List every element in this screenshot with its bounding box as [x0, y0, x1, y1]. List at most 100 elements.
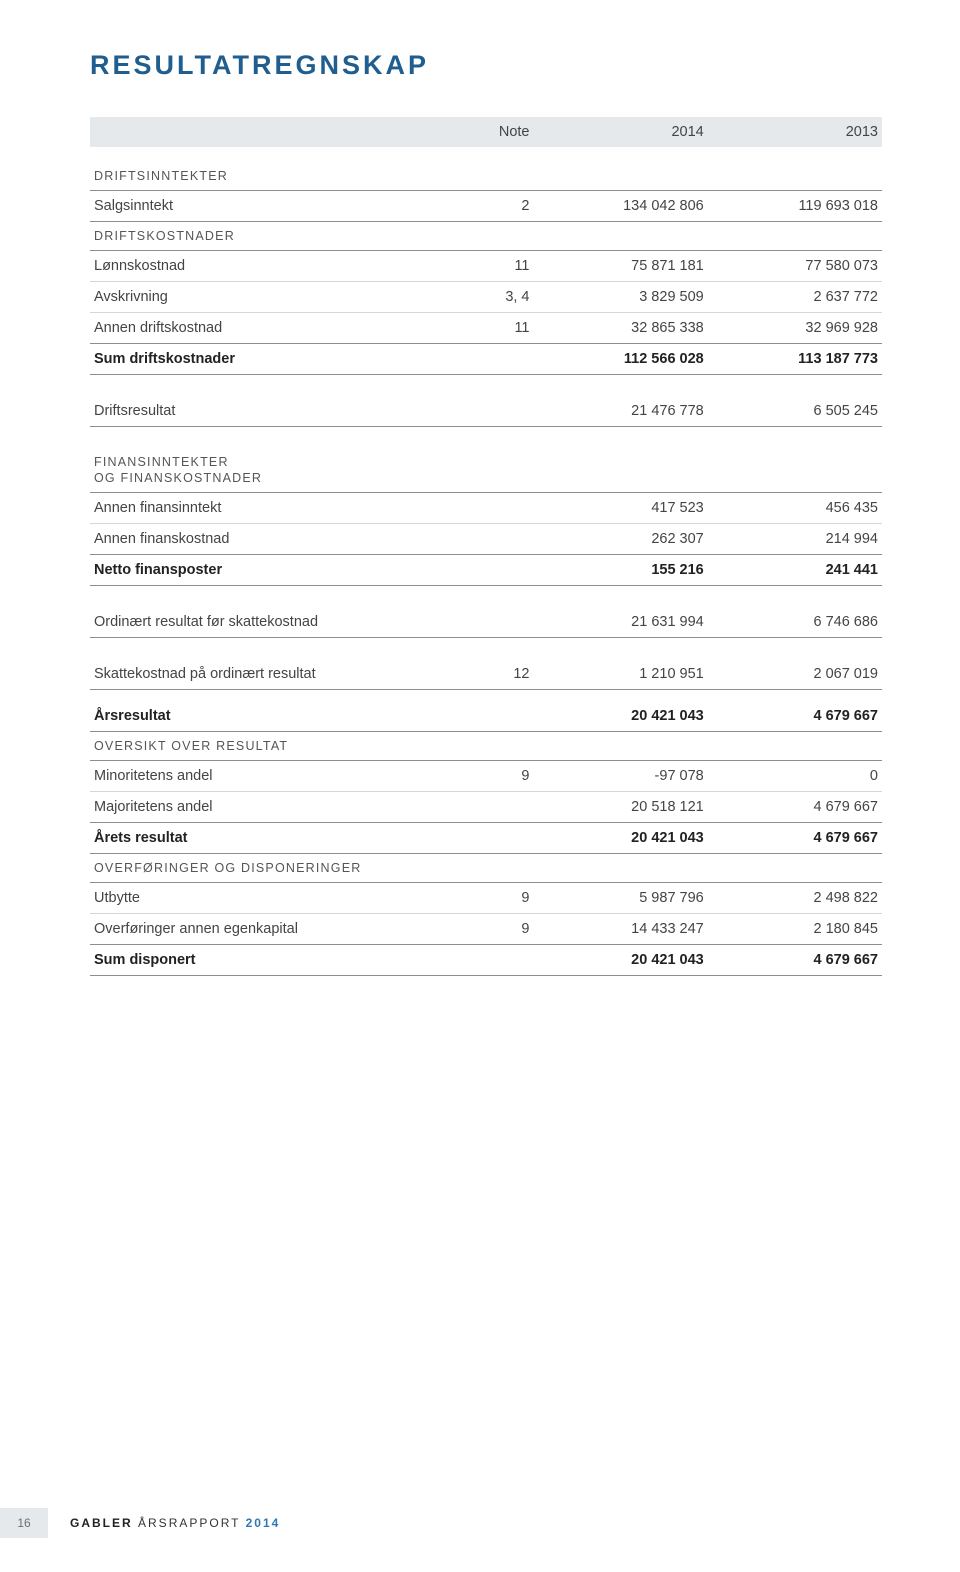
cell-2014: 3 829 509 [534, 282, 708, 313]
cell-note [454, 945, 533, 976]
cell-label: Annen finanskostnad [90, 524, 454, 555]
cell-note [454, 690, 533, 732]
row-annen-driftskostnad: Annen driftskostnad 11 32 865 338 32 969… [90, 313, 882, 344]
row-annen-finansinntekt: Annen finansinntekt 417 523 456 435 [90, 493, 882, 524]
page-number: 16 [0, 1508, 48, 1538]
cell-2013: 2 498 822 [708, 883, 882, 914]
cell-2013: 0 [708, 761, 882, 792]
row-arsresultat: Årsresultat 20 421 043 4 679 667 [90, 690, 882, 732]
cell-2013: 2 067 019 [708, 638, 882, 690]
cell-2014: 20 518 121 [534, 792, 708, 823]
row-annen-finanskostnad: Annen finanskostnad 262 307 214 994 [90, 524, 882, 555]
cell-label: Overføringer annen egenkapital [90, 914, 454, 945]
heading-label: OVERFØRINGER OG DISPONERINGER [90, 854, 454, 883]
page: RESULTATREGNSKAP Note 2014 2013 DRIFTSIN… [0, 0, 960, 1572]
cell-2014: 262 307 [534, 524, 708, 555]
cell-2014: 14 433 247 [534, 914, 708, 945]
cell-label: Sum driftskostnader [90, 344, 454, 375]
cell-note: 11 [454, 313, 533, 344]
cell-2014: 134 042 806 [534, 191, 708, 222]
row-sum-driftskostnader: Sum driftskostnader 112 566 028 113 187 … [90, 344, 882, 375]
row-overf-egenkapital: Overføringer annen egenkapital 9 14 433 … [90, 914, 882, 945]
section-heading-finans-a: FINANSINNTEKTER [90, 427, 882, 470]
heading-label: OG FINANSKOSTNADER [90, 469, 454, 493]
cell-2014: 20 421 043 [534, 823, 708, 854]
cell-2013: 2 180 845 [708, 914, 882, 945]
heading-label: OVERSIKT OVER RESULTAT [90, 732, 454, 761]
cell-note: 9 [454, 914, 533, 945]
row-arets-resultat: Årets resultat 20 421 043 4 679 667 [90, 823, 882, 854]
cell-2013: 119 693 018 [708, 191, 882, 222]
cell-2014: 155 216 [534, 555, 708, 586]
cell-2014: 32 865 338 [534, 313, 708, 344]
cell-note [454, 524, 533, 555]
heading-label: FINANSINNTEKTER [90, 427, 454, 470]
cell-label: Ordinært resultat før skattekostnad [90, 586, 454, 638]
footer-brand: GABLER [70, 1516, 133, 1530]
cell-note [454, 792, 533, 823]
row-skattekostnad: Skattekostnad på ordinært resultat 12 1 … [90, 638, 882, 690]
row-majoritetens-andel: Majoritetens andel 20 518 121 4 679 667 [90, 792, 882, 823]
footer-text: GABLER ÅRSRAPPORT 2014 [70, 1516, 280, 1530]
cell-note [454, 586, 533, 638]
cell-label: Lønnskostnad [90, 251, 454, 282]
section-heading-driftskostnader: DRIFTSKOSTNADER [90, 222, 882, 251]
cell-label: Skattekostnad på ordinært resultat [90, 638, 454, 690]
cell-2014: 20 421 043 [534, 690, 708, 732]
cell-note [454, 344, 533, 375]
cell-2013: 4 679 667 [708, 792, 882, 823]
cell-label: Driftsresultat [90, 375, 454, 427]
header-year-2013: 2013 [708, 117, 882, 147]
section-heading-oversikt: OVERSIKT OVER RESULTAT [90, 732, 882, 761]
cell-note [454, 555, 533, 586]
row-netto-finansposter: Netto finansposter 155 216 241 441 [90, 555, 882, 586]
cell-2013: 4 679 667 [708, 823, 882, 854]
cell-label: Minoritetens andel [90, 761, 454, 792]
income-statement-table: Note 2014 2013 DRIFTSINNTEKTER Salgsinnt… [90, 117, 882, 976]
cell-2013: 4 679 667 [708, 945, 882, 976]
section-heading-overforinger: OVERFØRINGER OG DISPONERINGER [90, 854, 882, 883]
cell-label: Utbytte [90, 883, 454, 914]
cell-2013: 4 679 667 [708, 690, 882, 732]
row-lonnskostnad: Lønnskostnad 11 75 871 181 77 580 073 [90, 251, 882, 282]
cell-2013: 6 746 686 [708, 586, 882, 638]
cell-2014: 75 871 181 [534, 251, 708, 282]
cell-label: Annen driftskostnad [90, 313, 454, 344]
cell-label: Sum disponert [90, 945, 454, 976]
heading-label: DRIFTSINNTEKTER [90, 147, 454, 191]
cell-note: 11 [454, 251, 533, 282]
cell-2014: 21 631 994 [534, 586, 708, 638]
header-blank [90, 117, 454, 147]
cell-note: 3, 4 [454, 282, 533, 313]
page-footer: 16 GABLER ÅRSRAPPORT 2014 [0, 1508, 960, 1538]
cell-label: Annen finansinntekt [90, 493, 454, 524]
cell-note: 2 [454, 191, 533, 222]
cell-2013: 113 187 773 [708, 344, 882, 375]
cell-label: Årets resultat [90, 823, 454, 854]
cell-2014: 112 566 028 [534, 344, 708, 375]
row-minoritetens-andel: Minoritetens andel 9 -97 078 0 [90, 761, 882, 792]
cell-note [454, 493, 533, 524]
cell-2014: 21 476 778 [534, 375, 708, 427]
cell-2013: 32 969 928 [708, 313, 882, 344]
cell-2014: 417 523 [534, 493, 708, 524]
cell-2014: 20 421 043 [534, 945, 708, 976]
row-sum-disponert: Sum disponert 20 421 043 4 679 667 [90, 945, 882, 976]
cell-note: 9 [454, 883, 533, 914]
cell-2014: 1 210 951 [534, 638, 708, 690]
row-driftsresultat: Driftsresultat 21 476 778 6 505 245 [90, 375, 882, 427]
cell-2013: 2 637 772 [708, 282, 882, 313]
heading-label: DRIFTSKOSTNADER [90, 222, 454, 251]
cell-label: Avskrivning [90, 282, 454, 313]
row-utbytte: Utbytte 9 5 987 796 2 498 822 [90, 883, 882, 914]
header-year-2014: 2014 [534, 117, 708, 147]
cell-label: Årsresultat [90, 690, 454, 732]
row-avskrivning: Avskrivning 3, 4 3 829 509 2 637 772 [90, 282, 882, 313]
row-salgsinntekt: Salgsinntekt 2 134 042 806 119 693 018 [90, 191, 882, 222]
table-header-row: Note 2014 2013 [90, 117, 882, 147]
cell-label: Netto finansposter [90, 555, 454, 586]
section-heading-driftsinntekter: DRIFTSINNTEKTER [90, 147, 882, 191]
row-ordinaert-for-skatt: Ordinært resultat før skattekostnad 21 6… [90, 586, 882, 638]
cell-note: 9 [454, 761, 533, 792]
footer-doc: ÅRSRAPPORT [138, 1516, 240, 1530]
